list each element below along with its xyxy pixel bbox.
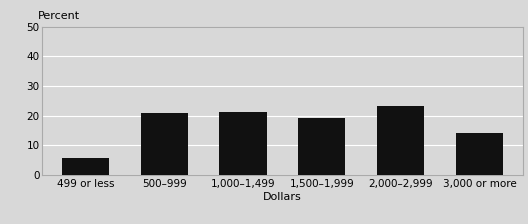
Bar: [298, 118, 345, 175]
Bar: [220, 112, 267, 175]
Bar: [456, 133, 503, 175]
X-axis label: Dollars: Dollars: [263, 192, 302, 202]
Text: Percent: Percent: [37, 11, 80, 21]
Bar: [377, 106, 425, 175]
Bar: [140, 113, 188, 175]
Bar: [62, 158, 109, 175]
